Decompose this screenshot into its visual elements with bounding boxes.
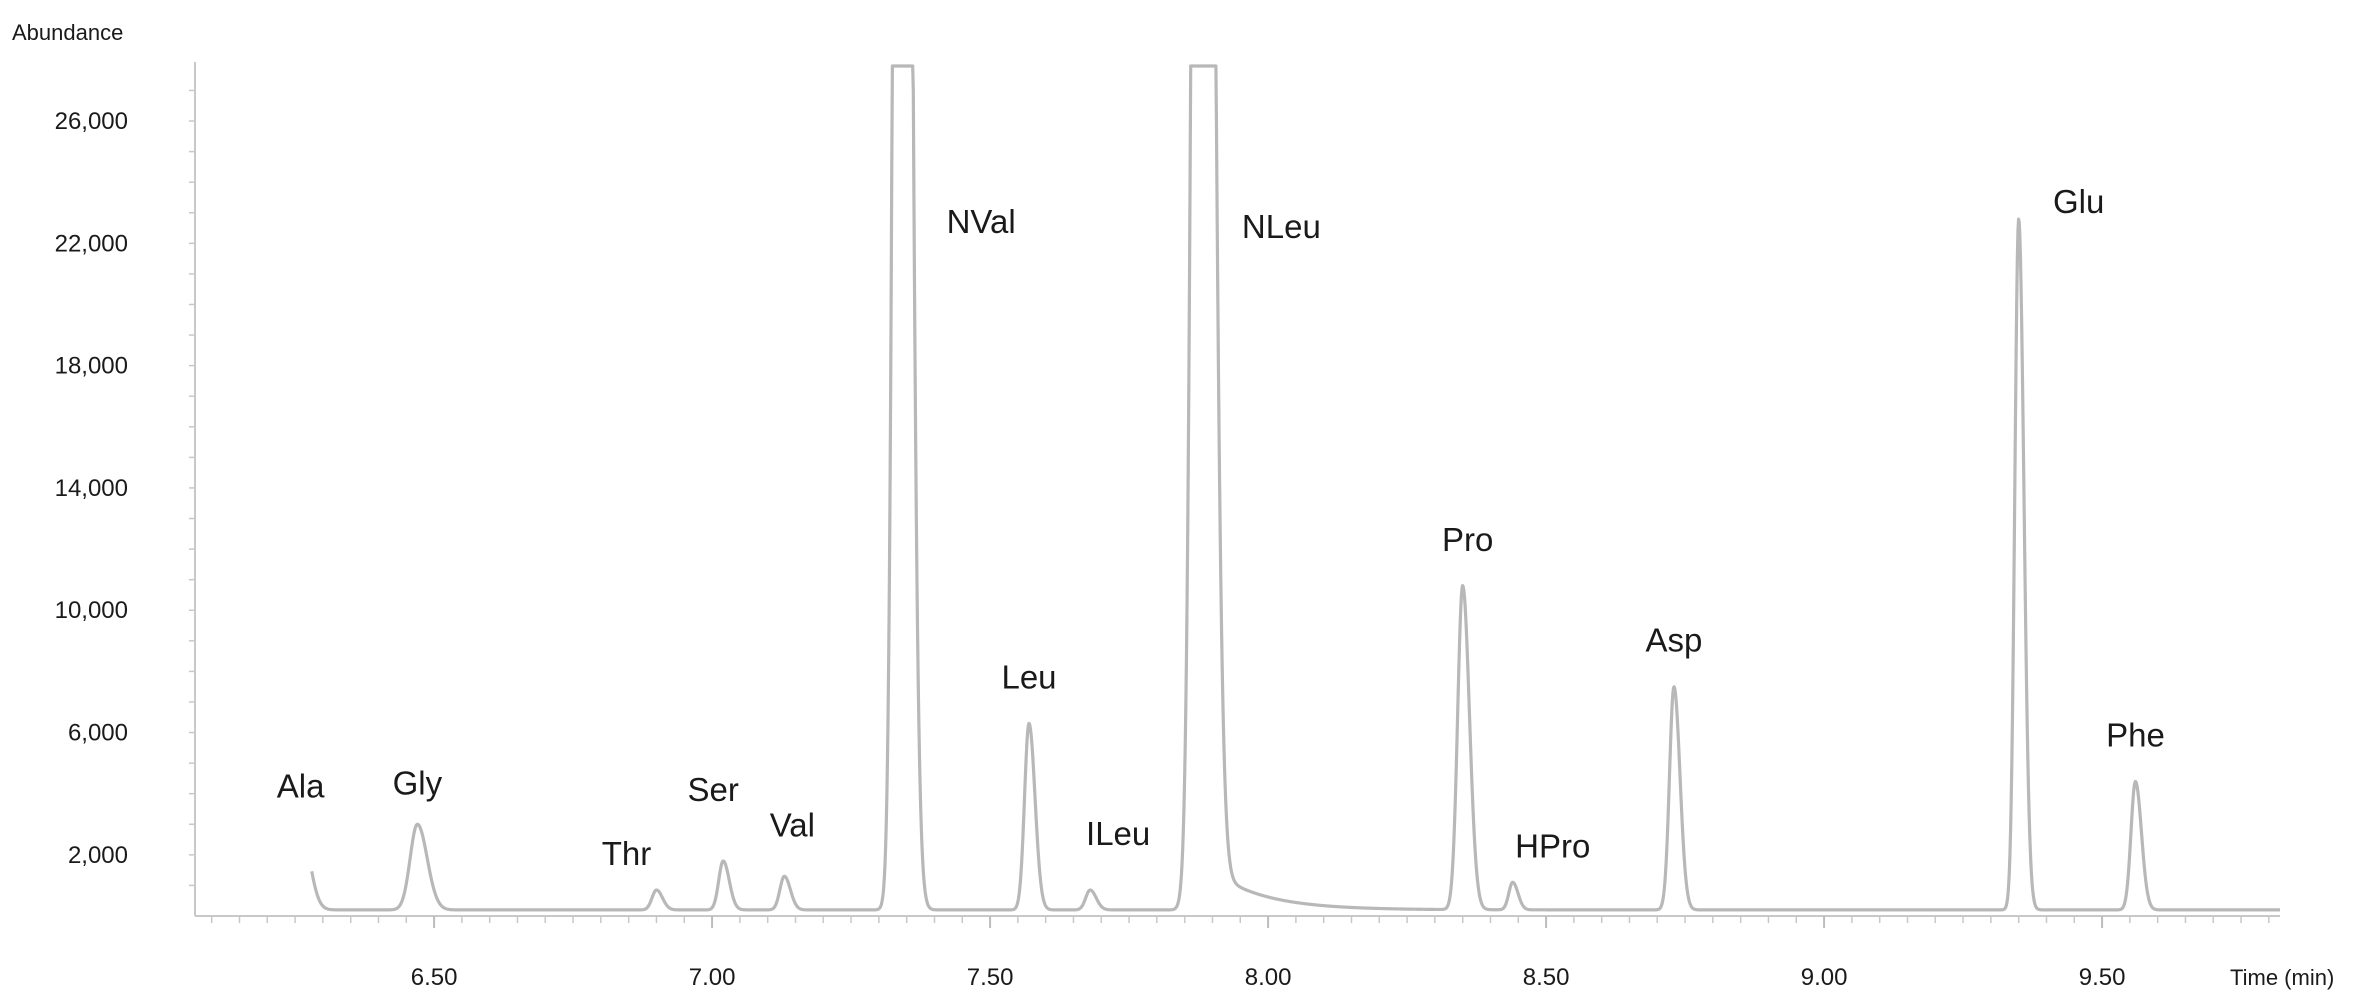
peak-label-gly: Gly (393, 764, 443, 801)
x-tick-label: 7.00 (689, 964, 736, 991)
ticks: 6.50 7.00 7.50 8.00 8.50 9.00 9.50 2,000 6,000 10… (55, 89, 2270, 991)
peak-label-ser: Ser (688, 771, 739, 808)
peak-label-glu: Glu (2053, 183, 2104, 220)
y-axis-title: Abundance (12, 20, 123, 45)
x-tick-label: 9.00 (1801, 964, 1848, 991)
peak-label-pro: Pro (1442, 521, 1493, 558)
y-tick-label: 10,000 (55, 597, 128, 624)
y-tick-label: 6,000 (68, 720, 128, 747)
peak-label-nval: NVal (947, 203, 1016, 240)
peak-label-val: Val (770, 806, 815, 843)
y-tick-label: 26,000 (55, 108, 128, 135)
x-tick-label: 9.50 (2079, 964, 2126, 991)
y-tick-label: 2,000 (68, 842, 128, 869)
peak-label-leu: Leu (1001, 658, 1056, 695)
peak-labels: Ala Gly Thr Ser Val NVal Leu ILeu NLeu Pro HPro Asp… (277, 183, 2165, 872)
y-tick-label: 22,000 (55, 230, 128, 257)
peak-label-thr: Thr (602, 835, 652, 872)
peak-label-nleu: NLeu (1242, 208, 1321, 245)
x-tick-label: 7.50 (967, 964, 1014, 991)
peak-label-hpro: HPro (1515, 827, 1590, 864)
x-axis-title: Time (min) (2230, 965, 2334, 990)
peak-label-ileu: ILeu (1086, 815, 1150, 852)
trace (310, 64, 2281, 912)
peak-label-asp: Asp (1646, 622, 1703, 659)
chromatogram-trace (310, 64, 2281, 912)
peak-label-ala: Ala (277, 767, 325, 804)
y-tick-label: 18,000 (55, 353, 128, 380)
x-tick-label: 6.50 (411, 964, 458, 991)
peak-label-phe: Phe (2106, 716, 2165, 753)
axes (194, 62, 2280, 917)
x-tick-label: 8.50 (1523, 964, 1570, 991)
y-tick-label: 14,000 (55, 475, 128, 502)
x-tick-label: 8.00 (1245, 964, 1292, 991)
